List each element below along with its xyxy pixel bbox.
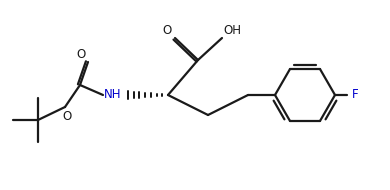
Text: O: O: [76, 48, 86, 60]
Text: O: O: [62, 109, 72, 123]
Text: O: O: [162, 24, 172, 36]
Text: NH: NH: [104, 89, 122, 101]
Text: OH: OH: [223, 24, 241, 36]
Text: F: F: [352, 89, 358, 101]
